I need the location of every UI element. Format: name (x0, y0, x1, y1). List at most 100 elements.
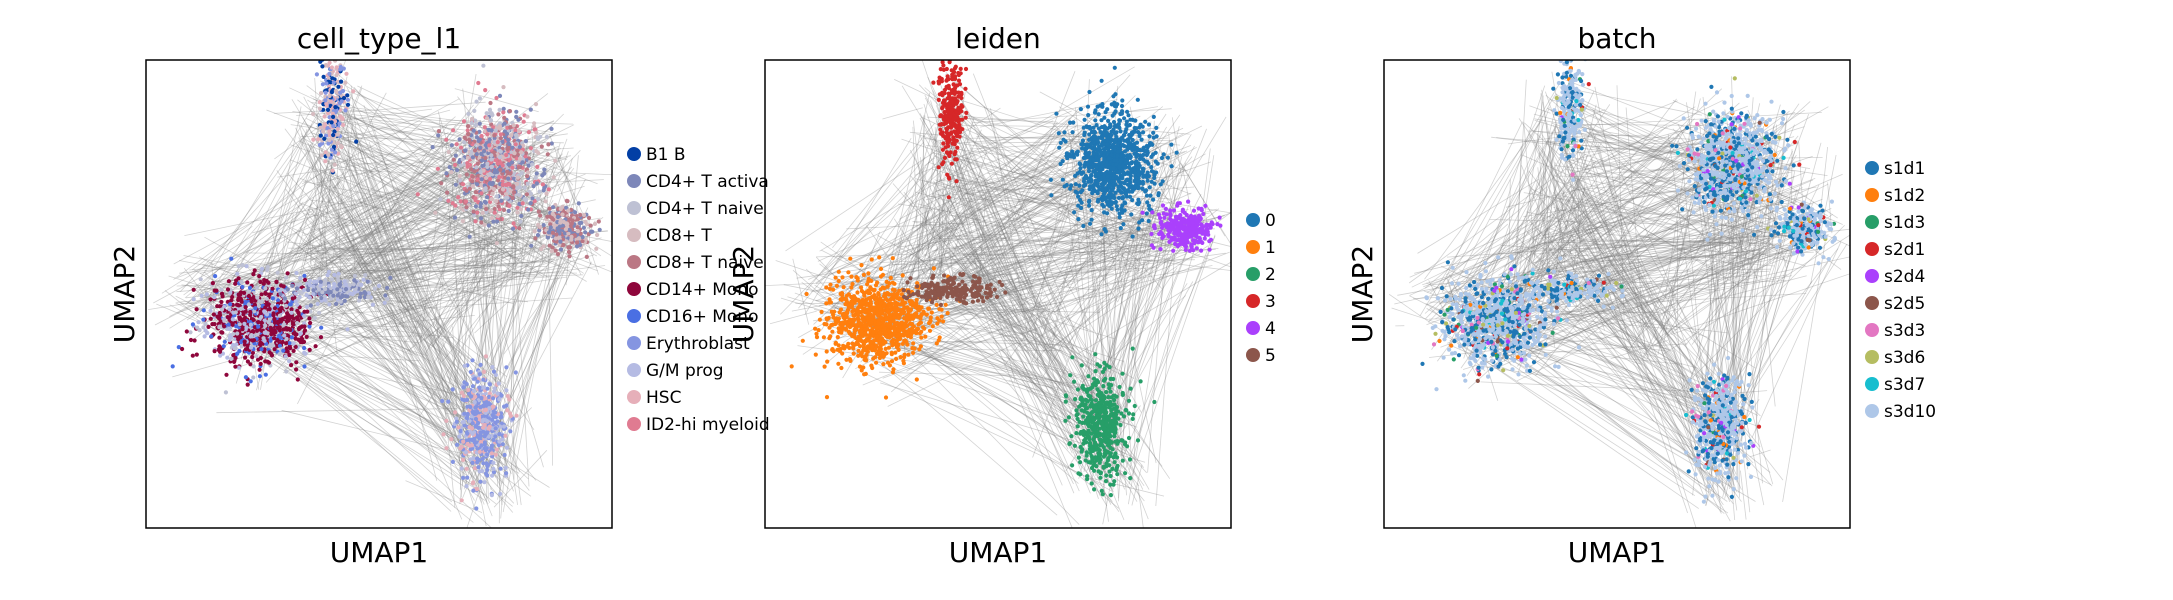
scatter-point (327, 60, 332, 65)
graph-edge (488, 251, 535, 263)
scatter-point (472, 466, 478, 471)
graph-edge (320, 110, 497, 240)
scatter-point (1106, 118, 1111, 123)
scatter-point (488, 100, 493, 106)
scatter-point (259, 292, 264, 297)
scatter-point (304, 293, 309, 298)
graph-edge (986, 295, 1117, 413)
scatter-point (504, 388, 509, 393)
scatter-point (209, 334, 214, 339)
scatter-point (464, 205, 469, 210)
scatter-point (311, 137, 316, 142)
scatter-point (259, 314, 264, 320)
scatter-point (473, 122, 478, 128)
scatter-point (503, 433, 508, 438)
scatter-point (491, 396, 496, 401)
scatter-point (237, 348, 242, 354)
graph-edge (921, 60, 1015, 335)
scatter-point (485, 116, 490, 121)
graph-edge (942, 118, 1140, 262)
scatter-point (476, 138, 481, 144)
scatter-point (534, 181, 540, 186)
scatter-point (331, 80, 336, 85)
graph-edge (1101, 216, 1119, 499)
scatter-point (517, 185, 523, 190)
scatter-point (276, 333, 282, 338)
scatter-point (533, 127, 538, 132)
scatter-point (226, 279, 231, 284)
scatter-point (469, 394, 474, 399)
scatter-point (473, 394, 478, 399)
scatter-point (545, 152, 550, 157)
scatter-point (323, 150, 328, 155)
scatter-point (316, 287, 322, 292)
scatter-point (515, 181, 520, 186)
graph-edge (304, 286, 510, 490)
scatter-point (266, 360, 272, 365)
graph-edge (904, 248, 1136, 334)
scatter-point (477, 436, 482, 441)
graph-edge (1106, 126, 1180, 412)
scatter-point (243, 309, 248, 314)
graph-edge (291, 99, 507, 460)
scatter-point (496, 381, 501, 386)
scatter-point (520, 160, 525, 165)
scatter-point (331, 132, 336, 138)
graph-edge (936, 124, 1187, 244)
scatter-point (502, 121, 507, 126)
scatter-point (257, 367, 262, 372)
scatter-point (322, 297, 327, 302)
scatter-point (508, 429, 513, 434)
graph-edge (924, 221, 933, 235)
graph-edge (1042, 316, 1107, 377)
scatter-point (1058, 140, 1063, 145)
graph-edge (424, 345, 476, 510)
scatter-point (502, 115, 507, 120)
scatter-point (549, 216, 555, 221)
scatter-point (267, 307, 272, 312)
scatter-point (518, 207, 524, 212)
graph-edge (879, 371, 1013, 377)
graph-edge (316, 241, 507, 263)
scatter-point (343, 287, 349, 292)
graph-edge (293, 311, 428, 371)
scatter-point (459, 498, 464, 503)
scatter-point (502, 129, 507, 134)
graph-edge (913, 221, 1203, 239)
scatter-point (566, 208, 571, 213)
graph-edge (331, 224, 562, 290)
scatter-point (316, 137, 321, 142)
scatter-point (478, 201, 484, 206)
scatter-point (464, 466, 469, 471)
scatter-point (264, 312, 270, 317)
graph-edge (1041, 164, 1180, 326)
scatter-point (1062, 130, 1067, 135)
graph-edge (903, 191, 946, 242)
graph-edge (992, 341, 1057, 407)
scatter-point (1160, 179, 1165, 184)
graph-edge (366, 265, 606, 297)
scatter-point (1114, 204, 1119, 209)
scatter-point (564, 239, 569, 244)
graph-edge (319, 168, 332, 291)
scatter-point (222, 324, 227, 329)
scatter-point (1125, 109, 1130, 114)
scatter-point (504, 403, 509, 408)
graph-edge (785, 107, 1001, 252)
graph-edge (300, 125, 485, 426)
graph-edge (905, 234, 1193, 367)
graph-edge (310, 199, 566, 231)
scatter-point (234, 302, 240, 307)
graph-edge (945, 73, 1148, 243)
scatter-point (1099, 118, 1104, 123)
graph-edge (370, 179, 490, 474)
scatter-point (343, 294, 348, 299)
scatter-point (471, 488, 476, 493)
scatter-point (259, 320, 264, 325)
graph-edge (942, 96, 1149, 238)
scatter-point (485, 195, 490, 200)
scatter-point (561, 219, 566, 224)
scatter-point (176, 345, 181, 350)
scatter-point (271, 313, 276, 318)
graph-edge (304, 314, 335, 322)
